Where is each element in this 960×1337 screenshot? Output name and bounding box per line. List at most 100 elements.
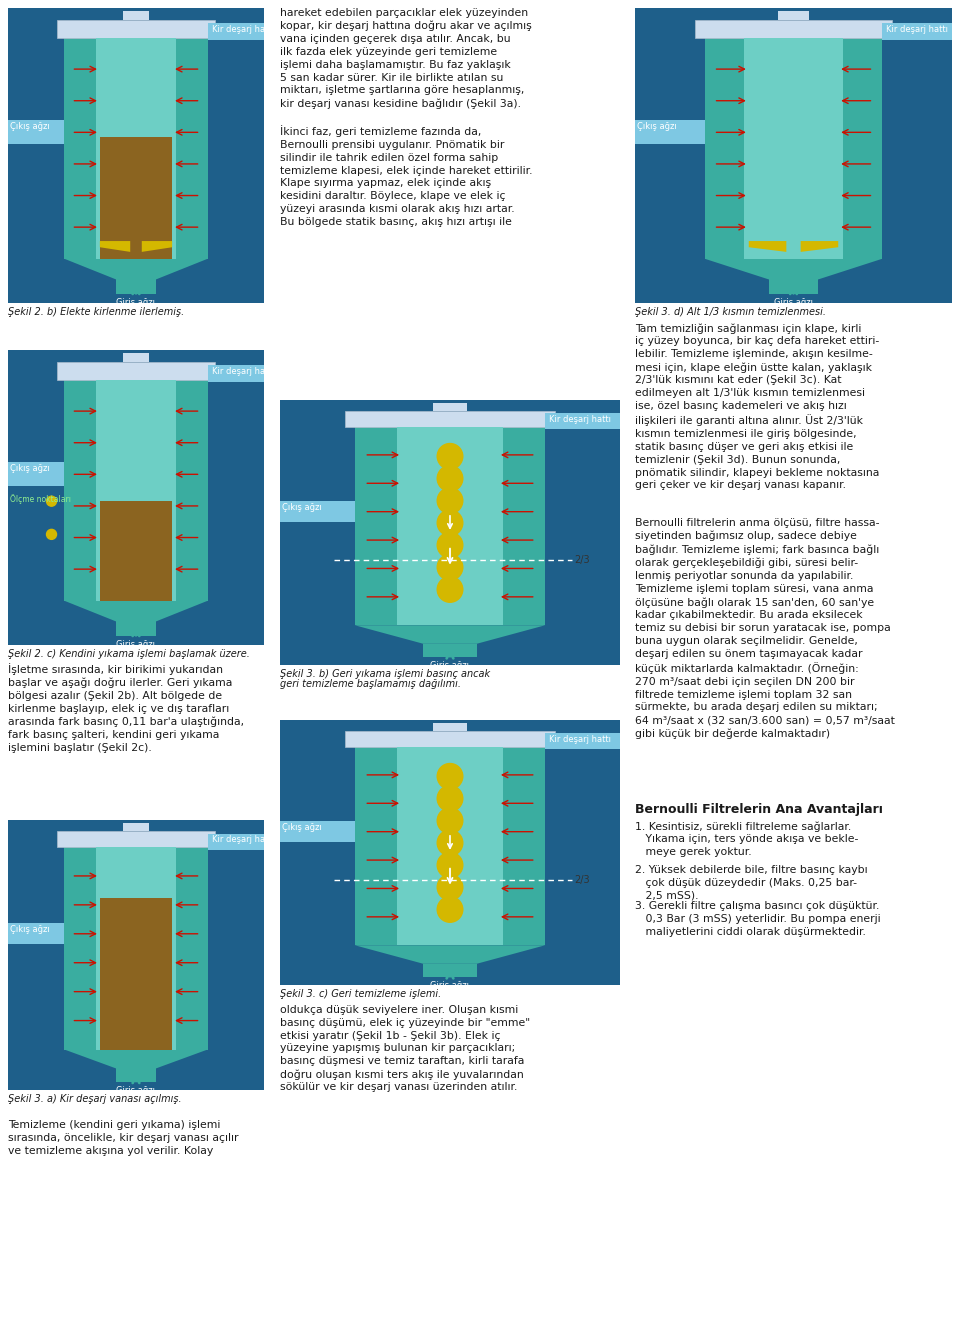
- Bar: [8, 820, 264, 1090]
- Bar: [96, 37, 176, 259]
- Circle shape: [437, 897, 463, 923]
- Bar: [57, 362, 215, 380]
- Bar: [345, 410, 556, 427]
- Text: Şekil 2. b) Elekte kirlenme ilerlemiş.: Şekil 2. b) Elekte kirlenme ilerlemiş.: [8, 308, 184, 317]
- Bar: [778, 11, 809, 20]
- Bar: [280, 500, 355, 521]
- Bar: [882, 23, 952, 40]
- Text: Kir deşarj hattı: Kir deşarj hattı: [886, 25, 948, 33]
- Circle shape: [437, 786, 463, 812]
- Bar: [433, 723, 468, 730]
- Text: geri temizleme başlamamış dağılımı.: geri temizleme başlamamış dağılımı.: [280, 679, 461, 689]
- Circle shape: [437, 488, 463, 513]
- Text: Kir deşarj hattı: Kir deşarj hattı: [549, 735, 612, 745]
- Text: Kir deşarj hattı: Kir deşarj hattı: [211, 836, 274, 845]
- Bar: [545, 413, 620, 429]
- Text: Giriş ağzı: Giriş ağzı: [430, 660, 469, 670]
- Text: Şekil 3. b) Geri yıkama işlemi basınç ancak: Şekil 3. b) Geri yıkama işlemi basınç an…: [280, 668, 491, 679]
- Text: Çıkış ağzı: Çıkış ağzı: [10, 925, 50, 933]
- Bar: [8, 120, 64, 143]
- Bar: [96, 848, 176, 1050]
- Text: Tam temizliğin sağlanması için klape, kirli
iç yüzey boyunca, bir kaç defa harek: Tam temizliğin sağlanması için klape, ki…: [635, 324, 879, 491]
- Polygon shape: [749, 241, 786, 251]
- Bar: [695, 20, 892, 37]
- Bar: [280, 821, 355, 842]
- Bar: [355, 746, 545, 945]
- Bar: [116, 622, 156, 636]
- Text: Şekil 2. c) Kendini yıkama işlemi başlamak üzere.: Şekil 2. c) Kendini yıkama işlemi başlam…: [8, 648, 250, 659]
- Bar: [207, 23, 264, 40]
- Text: Çıkış ağzı: Çıkış ağzı: [282, 822, 322, 832]
- Bar: [396, 746, 503, 945]
- Text: Giriş ağzı: Giriş ağzı: [430, 981, 469, 991]
- Text: oldukça düşük seviyelere iner. Oluşan kısmi
basınç düşümü, elek iç yüzeyinde bir: oldukça düşük seviyelere iner. Oluşan kı…: [280, 1005, 530, 1092]
- Bar: [433, 402, 468, 410]
- Bar: [423, 964, 477, 977]
- Text: Kir deşarj hattı: Kir deşarj hattı: [211, 366, 274, 376]
- Bar: [280, 400, 620, 664]
- Text: Giriş ağzı: Giriş ağzı: [116, 640, 156, 650]
- Polygon shape: [142, 241, 172, 251]
- Circle shape: [437, 763, 463, 789]
- Bar: [57, 830, 215, 848]
- Text: Kir deşarj hattı: Kir deşarj hattı: [211, 25, 274, 33]
- Text: Çıkış ağzı: Çıkış ağzı: [10, 464, 50, 473]
- Bar: [423, 644, 477, 656]
- Text: Bernoulli filtrelerin anma ölçüsü, filtre hassa-
siyetinden bağımsız olup, sadec: Bernoulli filtrelerin anma ölçüsü, filtr…: [635, 517, 895, 739]
- Circle shape: [437, 874, 463, 900]
- Bar: [64, 37, 207, 259]
- Bar: [355, 427, 545, 626]
- Polygon shape: [355, 945, 545, 964]
- Bar: [744, 37, 843, 259]
- Bar: [396, 427, 503, 626]
- Text: 1. Kesintisiz, sürekli filtreleme sağlarlar.
   Yıkama için, ters yönde akışa ve: 1. Kesintisiz, sürekli filtreleme sağlar…: [635, 821, 858, 857]
- Text: Çıkış ağzı: Çıkış ağzı: [282, 503, 322, 512]
- Circle shape: [437, 465, 463, 491]
- Bar: [123, 822, 149, 830]
- Circle shape: [437, 576, 463, 602]
- Circle shape: [437, 511, 463, 536]
- Circle shape: [437, 852, 463, 878]
- Text: Şekil 3. c) Geri temizleme işlemi.: Şekil 3. c) Geri temizleme işlemi.: [280, 989, 442, 999]
- Bar: [64, 848, 207, 1050]
- Text: Ölçme noktaları: Ölçme noktaları: [10, 495, 71, 504]
- Polygon shape: [64, 259, 207, 279]
- Bar: [116, 279, 156, 294]
- Bar: [123, 11, 149, 20]
- Bar: [280, 721, 620, 985]
- Text: Şekil 3. a) Kir deşarj vanası açılmış.: Şekil 3. a) Kir deşarj vanası açılmış.: [8, 1094, 181, 1104]
- Text: Bernoulli Filtrelerin Ana Avantajları: Bernoulli Filtrelerin Ana Avantajları: [635, 804, 883, 816]
- Bar: [123, 353, 149, 362]
- Text: Kir deşarj hattı: Kir deşarj hattı: [549, 416, 612, 424]
- Text: hareket edebilen parçacıklar elek yüzeyinden
kopar, kir deşarj hattına doğru aka: hareket edebilen parçacıklar elek yüzeyi…: [280, 8, 533, 227]
- Text: 3. Gerekli filtre çalışma basıncı çok düşüktür.
   0,3 Bar (3 mSS) yeterlidir. B: 3. Gerekli filtre çalışma basıncı çok dü…: [635, 901, 880, 937]
- Text: İşletme sırasında, kir birikimi yukarıdan
başlar ve aşağı doğru ilerler. Geri yı: İşletme sırasında, kir birikimi yukarıda…: [8, 663, 244, 753]
- Circle shape: [437, 555, 463, 580]
- Polygon shape: [355, 626, 545, 644]
- Text: Çıkış ağzı: Çıkış ağzı: [10, 122, 50, 131]
- Bar: [345, 730, 556, 746]
- Bar: [207, 833, 264, 850]
- Bar: [635, 120, 705, 143]
- Bar: [96, 380, 176, 600]
- Circle shape: [437, 830, 463, 856]
- Circle shape: [437, 532, 463, 558]
- Polygon shape: [801, 241, 838, 251]
- Bar: [57, 20, 215, 37]
- Bar: [8, 463, 64, 485]
- Text: 2/3: 2/3: [574, 555, 590, 564]
- Polygon shape: [64, 600, 207, 622]
- Text: Şekil 3. d) Alt 1/3 kısmın temizlenmesi.: Şekil 3. d) Alt 1/3 kısmın temizlenmesi.: [635, 308, 826, 317]
- Text: 2/3: 2/3: [574, 874, 590, 885]
- Bar: [8, 350, 264, 644]
- Circle shape: [46, 529, 57, 539]
- Circle shape: [437, 444, 463, 469]
- Bar: [100, 897, 172, 1050]
- Bar: [116, 1068, 156, 1082]
- Bar: [705, 37, 882, 259]
- Polygon shape: [64, 1050, 207, 1068]
- Text: Giriş ağzı: Giriş ağzı: [116, 1086, 156, 1095]
- Bar: [100, 501, 172, 600]
- Bar: [64, 380, 207, 600]
- Polygon shape: [100, 241, 131, 251]
